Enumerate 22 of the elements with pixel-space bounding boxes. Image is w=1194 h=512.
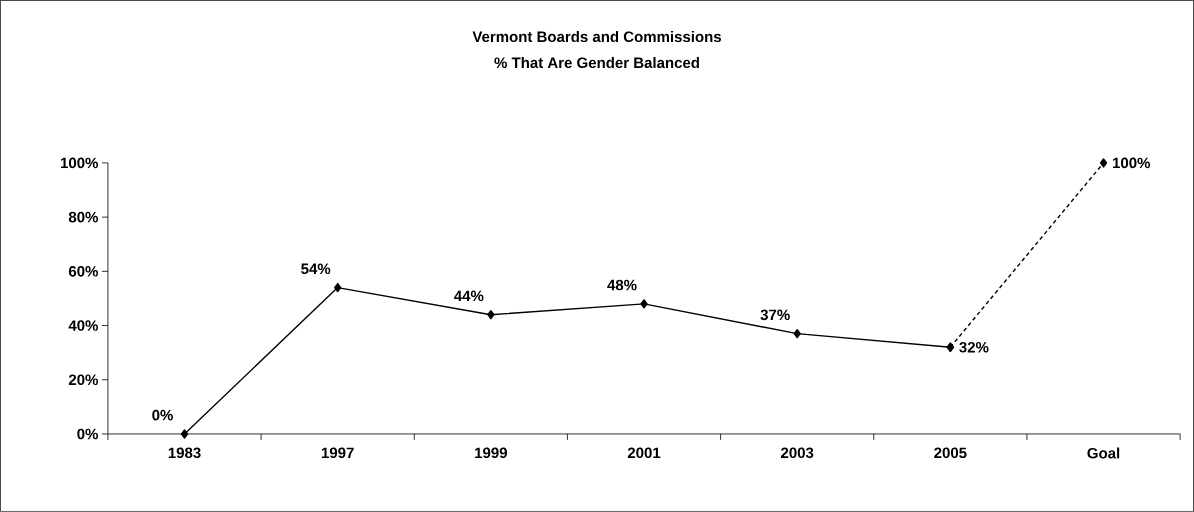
x-tick-label: 1997 bbox=[321, 447, 354, 459]
y-tick-label: 40% bbox=[68, 320, 98, 331]
data-label: 48% bbox=[607, 279, 637, 291]
y-tick-label: 60% bbox=[68, 266, 98, 277]
y-tick-label: 80% bbox=[68, 211, 98, 223]
x-tick-label: 2001 bbox=[627, 447, 661, 459]
data-label: 54% bbox=[301, 263, 331, 275]
x-tick-label: 2005 bbox=[934, 447, 967, 459]
data-label: 37% bbox=[760, 309, 790, 321]
chart-title: Vermont Boards and Commissions bbox=[472, 31, 722, 43]
data-label: 0% bbox=[152, 409, 173, 421]
x-tick-label: 1983 bbox=[168, 447, 201, 459]
y-tick-label: 100% bbox=[60, 157, 98, 169]
data-label: 44% bbox=[454, 290, 484, 302]
chart-subtitle: % That Are Gender Balanced bbox=[494, 57, 699, 69]
x-tick-label: Goal bbox=[1087, 447, 1120, 459]
y-tick-label: 20% bbox=[68, 374, 98, 386]
x-tick-label: 2003 bbox=[781, 447, 814, 459]
data-label: 32% bbox=[959, 341, 989, 353]
data-label: 100% bbox=[1112, 157, 1151, 169]
y-tick-label: 0% bbox=[77, 428, 98, 440]
x-tick-label: 1999 bbox=[475, 447, 507, 459]
